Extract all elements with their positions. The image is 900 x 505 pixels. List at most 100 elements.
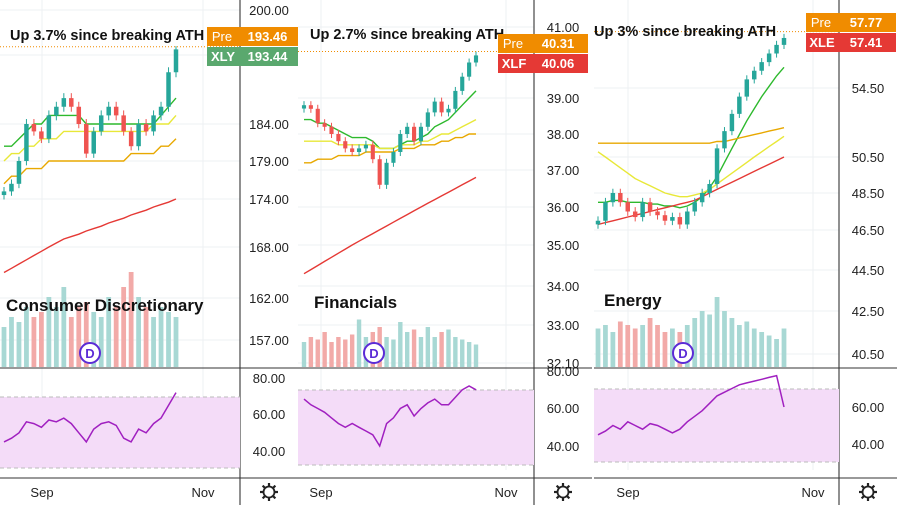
rsi-tick-label: 60.00 bbox=[547, 401, 580, 416]
candle-body bbox=[76, 106, 82, 124]
volume-bar bbox=[714, 297, 720, 367]
candle-body bbox=[308, 105, 313, 109]
volume-bar bbox=[736, 325, 742, 367]
volume-bar bbox=[766, 335, 772, 367]
price-tick-label: 40.50 bbox=[852, 347, 885, 362]
rsi-line bbox=[597, 374, 785, 436]
volume-bar bbox=[781, 328, 787, 367]
volume-bar bbox=[76, 307, 82, 367]
candle-body bbox=[136, 124, 141, 147]
dividend-label: D bbox=[85, 346, 94, 361]
price-badges: Pre 40.31 XLF 40.06 bbox=[498, 34, 588, 73]
price-tick-label: 168.00 bbox=[249, 240, 289, 255]
volume-bar bbox=[411, 329, 417, 367]
candle-body bbox=[595, 220, 601, 225]
candle-body bbox=[128, 131, 134, 147]
candle-body bbox=[781, 37, 787, 45]
rsi-tick-label: 40.00 bbox=[547, 439, 580, 454]
pre-price: 40.31 bbox=[542, 36, 575, 51]
candle-body bbox=[766, 53, 772, 63]
rsi-tick-label: 40.00 bbox=[852, 437, 885, 452]
volume-bar bbox=[640, 325, 646, 367]
dividend-label: D bbox=[678, 346, 687, 361]
candle-body bbox=[446, 108, 451, 113]
volume-bar bbox=[722, 311, 727, 367]
volume-bar bbox=[384, 337, 389, 367]
candle-body bbox=[370, 144, 375, 160]
price-tick-label: 34.00 bbox=[547, 279, 580, 294]
candle-body bbox=[106, 106, 111, 116]
volume-bar bbox=[343, 339, 348, 367]
last-price-badge bbox=[207, 47, 298, 66]
rsi-tick-label: 80.00 bbox=[547, 364, 580, 379]
volume-bar bbox=[91, 312, 97, 367]
gear-icon[interactable] bbox=[260, 483, 278, 501]
candle-body bbox=[61, 98, 67, 107]
price-tick-label: 36.00 bbox=[547, 200, 580, 215]
candle-body bbox=[707, 184, 712, 193]
price-axis: 54.50 50.50 48.50 46.50 44.50 42.50 40.50 60.00… bbox=[852, 81, 885, 452]
pre-badge-label: Pre bbox=[212, 29, 232, 44]
candle-body bbox=[405, 126, 410, 134]
price-tick-label: 38.00 bbox=[547, 127, 580, 142]
candle-body bbox=[618, 193, 623, 203]
candle-body bbox=[31, 124, 37, 132]
last-price: 193.44 bbox=[248, 49, 289, 64]
volume-bar bbox=[315, 339, 320, 367]
dividend-marker[interactable]: D bbox=[79, 342, 101, 364]
volume-bar bbox=[98, 317, 104, 367]
rsi-tick-label: 80.00 bbox=[253, 371, 286, 386]
sector-title: Energy bbox=[604, 291, 662, 310]
volume-bar bbox=[595, 328, 601, 367]
volume-bar bbox=[759, 332, 765, 367]
candles bbox=[595, 33, 787, 229]
rsi-band bbox=[298, 390, 534, 465]
candle-body bbox=[699, 193, 705, 203]
volume-bar bbox=[349, 334, 355, 367]
candle-body bbox=[418, 126, 424, 142]
candle-body bbox=[24, 124, 29, 161]
last-price: 40.06 bbox=[542, 56, 575, 71]
gear-ring bbox=[861, 485, 875, 499]
time-axis: Sep Nov bbox=[30, 485, 215, 500]
price-tick-label: 37.00 bbox=[547, 163, 580, 178]
price-tick-label: 35.00 bbox=[547, 238, 580, 253]
price-tick-label: 39.00 bbox=[547, 91, 580, 106]
headline: Up 2.7% since breaking ATH bbox=[310, 27, 504, 43]
ema-line-green bbox=[4, 97, 177, 147]
volume-bar bbox=[68, 317, 74, 367]
dividend-circle bbox=[363, 342, 385, 364]
candle-body bbox=[722, 131, 727, 149]
candle-body bbox=[98, 115, 104, 132]
volume-bar bbox=[53, 307, 59, 367]
volume-bar bbox=[655, 325, 660, 367]
volume-bar bbox=[46, 297, 52, 367]
pre-badge-tag bbox=[498, 34, 528, 53]
volume-bar bbox=[446, 329, 451, 367]
candle-body bbox=[473, 55, 479, 63]
time-tick-label: Nov bbox=[191, 485, 215, 500]
volume-bar bbox=[625, 325, 631, 367]
dividend-marker[interactable]: D bbox=[672, 342, 694, 364]
last-price: 57.41 bbox=[850, 35, 883, 50]
volume-bar bbox=[356, 319, 362, 367]
candle-body bbox=[350, 148, 355, 152]
candle-body bbox=[677, 217, 683, 225]
candle-body bbox=[752, 70, 757, 80]
candle-body bbox=[173, 49, 179, 73]
volume-bar bbox=[329, 342, 334, 367]
candle-body bbox=[737, 96, 742, 114]
volume-bar bbox=[751, 328, 757, 367]
candle-body bbox=[640, 202, 645, 218]
gear-icon[interactable] bbox=[554, 483, 572, 501]
rsi-band bbox=[594, 389, 839, 462]
candle-body bbox=[744, 79, 750, 97]
candle-body bbox=[662, 215, 668, 221]
candle-body bbox=[356, 148, 362, 152]
candle-body bbox=[670, 217, 675, 221]
time-axis: Sep Nov bbox=[616, 485, 825, 500]
volume-bar bbox=[173, 317, 179, 367]
dividend-marker[interactable]: D bbox=[363, 342, 385, 364]
candle-body bbox=[121, 115, 126, 132]
gear-icon[interactable] bbox=[859, 483, 877, 501]
